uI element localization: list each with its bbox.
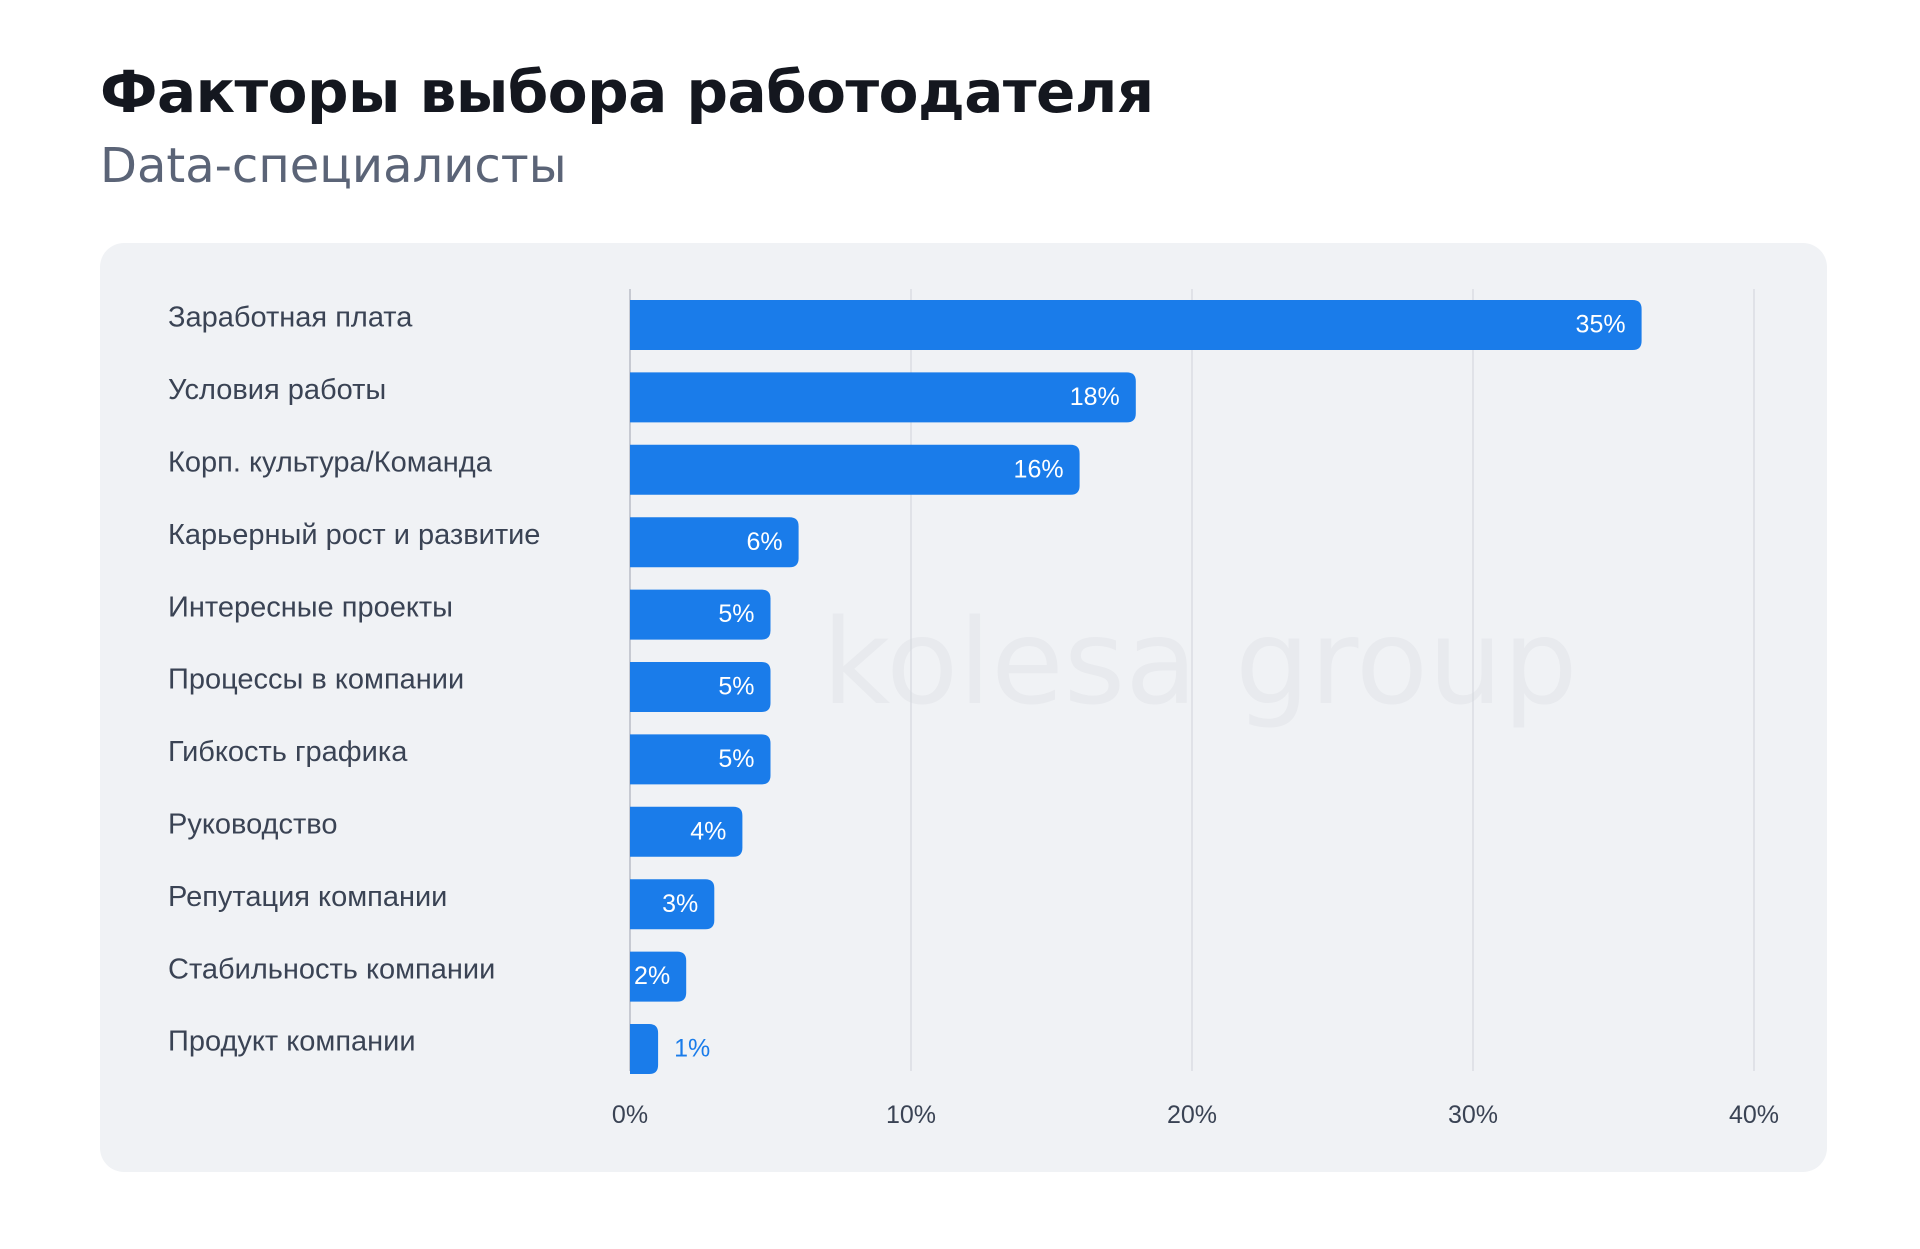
category-label-8: Руководство (168, 808, 337, 840)
category-label-7: Гибкость графика (168, 736, 408, 768)
bar-6 (630, 662, 771, 712)
bar-11 (630, 1024, 659, 1074)
page-title: Факторы выбора работодателя (100, 58, 1154, 126)
bar-8 (630, 806, 743, 857)
x-tick-label-30: 30% (1448, 1101, 1498, 1129)
value-label-11: 1% (674, 1035, 710, 1063)
value-label-2: 18% (1070, 383, 1120, 411)
bar-chart: kolesa group 35% 18% 16% 6% 5% 5% 5% 4% 3% 2% 1% З… (168, 289, 1779, 1129)
category-label-5: Интересные проекты (168, 591, 453, 623)
bar-2 (630, 372, 1136, 423)
value-label-9: 3% (662, 890, 698, 918)
category-label-2: Условия работы (168, 374, 386, 406)
chart-card: kolesa group 35% 18% 16% 6% 5% 5% 5% 4% 3% 2% 1% З… (100, 243, 1827, 1172)
bar-layer: 35% 18% 16% 6% 5% 5% 5% 4% 3% 2% 1% (630, 300, 1642, 1074)
bar-1 (630, 300, 1642, 350)
value-label-5: 5% (718, 600, 754, 628)
value-label-8: 4% (690, 817, 726, 845)
bar-10 (630, 951, 687, 1002)
watermark-text: kolesa group (822, 593, 1578, 731)
category-label-layer: Заработная плата Условия работы Корп. куль… (168, 302, 540, 1058)
category-label-1: Заработная плата (168, 302, 413, 334)
x-axis-tick-layer: 0% 10% 20% 30% 40% (612, 1101, 1779, 1129)
category-label-4: Карьерный рост и развитие (168, 519, 540, 551)
bar-7 (630, 734, 771, 785)
value-label-6: 5% (718, 673, 754, 701)
category-label-11: Продукт компании (168, 1026, 416, 1058)
bar-3 (630, 444, 1080, 495)
category-label-6: Процессы в компании (168, 664, 464, 696)
x-tick-label-40: 40% (1729, 1101, 1779, 1129)
x-tick-label-10: 10% (886, 1101, 936, 1129)
x-tick-label-0: 0% (612, 1101, 648, 1129)
category-label-9: Репутация компании (168, 881, 447, 913)
value-label-3: 16% (1014, 455, 1064, 483)
category-label-3: Корп. культура/Команда (168, 446, 493, 478)
bar-4 (630, 517, 799, 568)
value-label-10: 2% (634, 962, 670, 990)
value-label-7: 5% (718, 745, 754, 773)
value-label-4: 6% (746, 528, 782, 556)
bar-5 (630, 589, 771, 640)
page-subtitle: Data-специалисты (100, 138, 567, 194)
value-label-1: 35% (1576, 311, 1626, 339)
bar-9 (630, 879, 715, 930)
x-tick-label-20: 20% (1167, 1101, 1217, 1129)
category-label-10: Стабильность компании (168, 953, 495, 985)
